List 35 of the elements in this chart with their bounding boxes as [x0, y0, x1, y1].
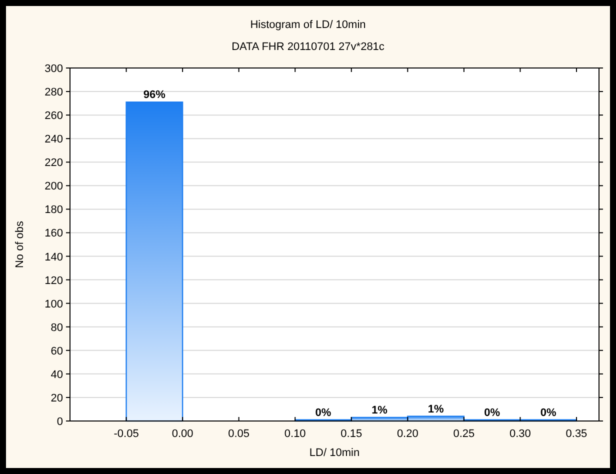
chart-subtitle: DATA FHR 20110701 27v*281c — [232, 41, 385, 53]
x-tick-label: 0.20 — [396, 428, 418, 440]
x-tick-label: 0.10 — [284, 428, 306, 440]
y-tick-label: 140 — [44, 251, 63, 264]
y-tick-label: 80 — [50, 322, 63, 334]
y-tick-label: 300 — [44, 63, 63, 75]
x-tick-label: 0.25 — [453, 428, 475, 440]
x-tick-label: 0.30 — [510, 428, 531, 440]
y-tick-label: 180 — [44, 204, 63, 216]
x-axis-title: LD/ 10min — [309, 447, 360, 459]
annotation: 0% — [540, 406, 557, 419]
x-tick-label: 0.35 — [566, 428, 588, 440]
y-axis-title: No of obs — [14, 220, 26, 268]
annotation: 0% — [484, 406, 500, 419]
annotation: 96% — [143, 89, 166, 102]
x-tick-label: -0.05 — [114, 428, 139, 440]
y-tick-label: 240 — [44, 134, 63, 146]
y-tick-label: 0 — [56, 416, 63, 428]
y-tick-label: 160 — [44, 228, 63, 240]
y-tick-label: 260 — [44, 110, 63, 122]
x-tick-label: 0.05 — [228, 428, 250, 440]
annotation: 1% — [372, 404, 388, 416]
y-tick-label: 40 — [50, 368, 63, 381]
y-tick-label: 280 — [44, 86, 63, 99]
y-tick-label: 100 — [44, 298, 63, 310]
y-tick-label: 220 — [44, 157, 63, 170]
annotation: 0% — [315, 406, 332, 419]
chart-title: Histogram of LD/ 10min — [250, 19, 366, 31]
x-tick-label: 0.15 — [340, 428, 362, 440]
y-tick-label: 120 — [44, 274, 63, 287]
x-tick-label: 0.00 — [172, 428, 194, 440]
y-tick-label: 200 — [44, 180, 63, 193]
y-tick-label: 60 — [50, 345, 63, 358]
y-tick-label: 20 — [50, 392, 63, 404]
annotation: 1% — [428, 403, 444, 416]
